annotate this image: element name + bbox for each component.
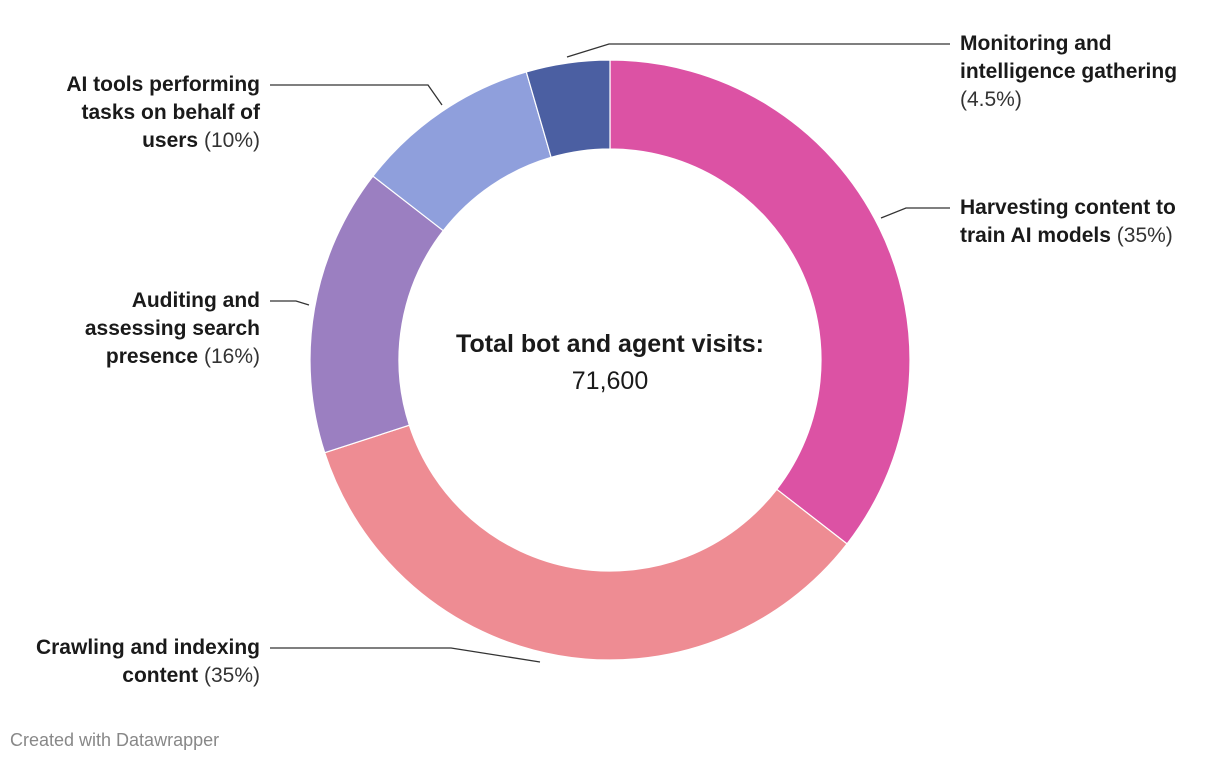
label-crawling: Crawling and indexing content (35%) <box>35 636 260 687</box>
leader-harvesting <box>880 207 950 219</box>
footer-credit: Created with Datawrapper <box>10 730 220 750</box>
donut-slice-monitoring-and-intelligence-gathering <box>525 59 611 159</box>
leader-monitoring <box>566 43 950 58</box>
donut-slice-harvesting-content-to-train-ai-models <box>609 59 911 545</box>
label-auditing: Auditing and assessing search presence (… <box>84 289 260 368</box>
center-value: 71,600 <box>571 367 649 395</box>
donut-slice-crawling-and-indexing-content <box>323 424 848 661</box>
center-title: Total bot and agent visits: <box>456 330 764 358</box>
leader-aitools <box>270 84 443 106</box>
donut-slice-auditing-and-assessing-search-presence <box>309 175 445 454</box>
label-ai-tools: AI tools performing tasks on behalf of u… <box>66 73 260 152</box>
leader-auditing <box>270 300 310 306</box>
leader-crawling <box>270 647 541 663</box>
label-harvesting: Harvesting content to train AI models (3… <box>960 196 1176 247</box>
label-monitoring: Monitoring and intelligence gathering (4… <box>960 32 1178 111</box>
